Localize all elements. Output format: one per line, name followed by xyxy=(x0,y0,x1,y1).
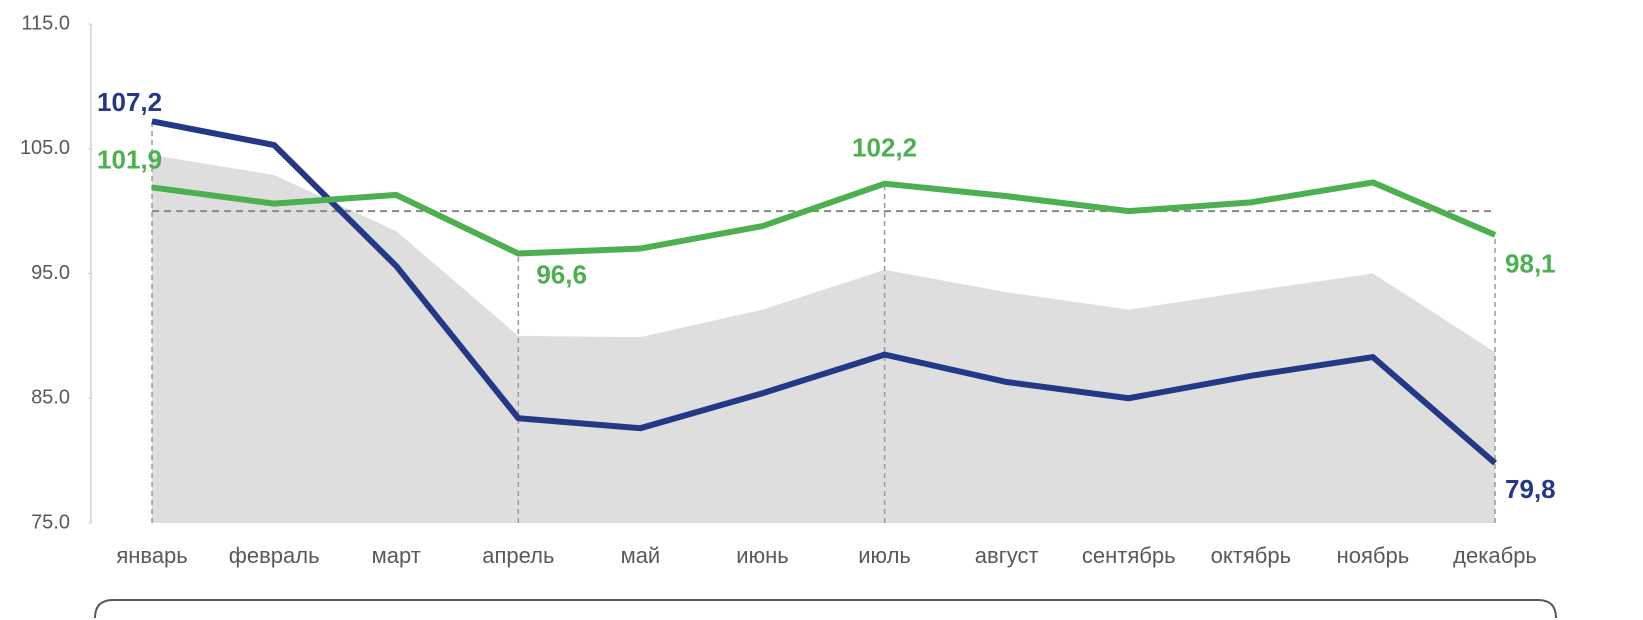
brace xyxy=(94,599,1557,619)
data-label: 79,8 xyxy=(1505,474,1556,504)
line xyxy=(151,179,1497,257)
data-label: 101,9 xyxy=(97,144,162,174)
y-tick-label: 75.0 xyxy=(31,511,70,533)
x-tick-label: май xyxy=(621,543,661,568)
data-label: 102,2 xyxy=(852,133,917,163)
data-label: 98,1 xyxy=(1505,249,1556,279)
x-tick-label: декабрь xyxy=(1453,543,1537,568)
data-label: 107,2 xyxy=(97,87,162,117)
x-tick-label: февраль xyxy=(229,543,320,568)
x-tick-label: сентябрь xyxy=(1082,543,1176,568)
x-tick-label: март xyxy=(372,543,421,568)
x-tick-label: июнь xyxy=(736,543,788,568)
x-tick-label: октябрь xyxy=(1211,543,1291,568)
x-tick-label: январь xyxy=(116,543,187,568)
line xyxy=(151,118,1498,466)
y-tick-label: 105.0 xyxy=(20,137,70,159)
y-tick-label: 95.0 xyxy=(31,262,70,284)
area xyxy=(152,154,1496,524)
x-tick-label: июль xyxy=(858,543,911,568)
y-tick-label: 85.0 xyxy=(31,387,70,409)
x-tick-label: ноябрь xyxy=(1337,543,1410,568)
x-tick-label: апрель xyxy=(482,543,554,568)
x-tick-label: август xyxy=(975,543,1039,568)
y-tick-label: 115.0 xyxy=(21,12,70,34)
data-label: 96,6 xyxy=(536,259,587,289)
